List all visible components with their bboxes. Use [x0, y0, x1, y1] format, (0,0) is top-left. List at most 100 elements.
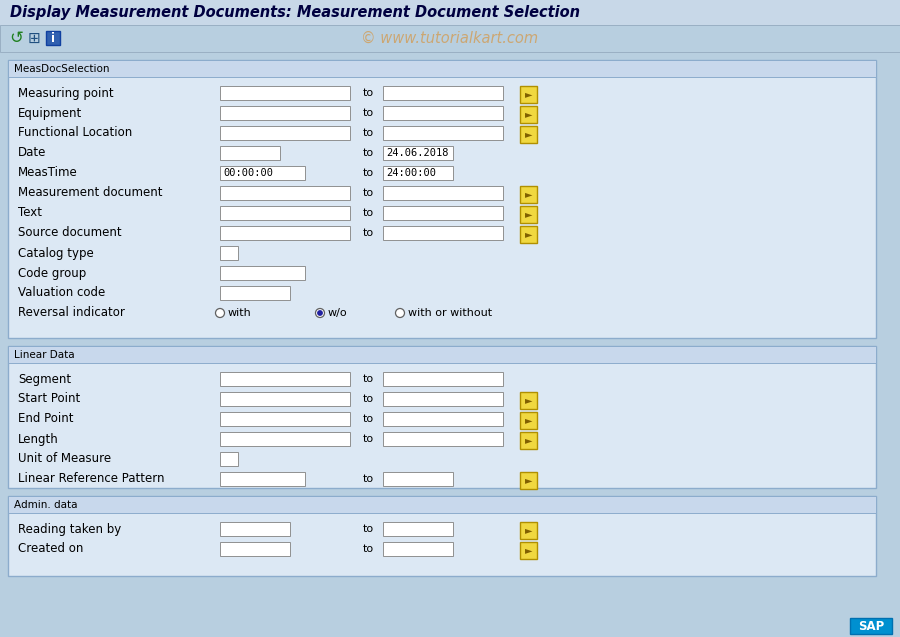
Text: 00:00:00: 00:00:00 [223, 168, 273, 178]
Text: to: to [363, 474, 374, 484]
Text: ►: ► [525, 545, 532, 555]
Text: End Point: End Point [18, 413, 74, 426]
FancyBboxPatch shape [220, 186, 350, 200]
FancyBboxPatch shape [8, 60, 876, 77]
FancyBboxPatch shape [8, 496, 876, 576]
FancyBboxPatch shape [220, 372, 350, 386]
FancyBboxPatch shape [520, 392, 537, 409]
Text: ►: ► [525, 436, 532, 445]
Text: with or without: with or without [408, 308, 492, 318]
Text: to: to [363, 148, 374, 158]
FancyBboxPatch shape [383, 106, 503, 120]
Text: to: to [363, 524, 374, 534]
FancyBboxPatch shape [220, 246, 238, 260]
Text: to: to [363, 168, 374, 178]
Circle shape [395, 308, 404, 317]
FancyBboxPatch shape [520, 226, 537, 243]
FancyBboxPatch shape [383, 412, 503, 426]
Text: to: to [363, 544, 374, 554]
Circle shape [318, 311, 322, 315]
Text: ►: ► [525, 229, 532, 240]
Text: to: to [363, 88, 374, 98]
FancyBboxPatch shape [383, 522, 453, 536]
Text: Reading taken by: Reading taken by [18, 522, 122, 536]
Text: Catalog type: Catalog type [18, 247, 94, 259]
Text: Date: Date [18, 147, 47, 159]
Text: Equipment: Equipment [18, 106, 82, 120]
Text: Linear Data: Linear Data [14, 350, 75, 359]
Text: Unit of Measure: Unit of Measure [18, 452, 111, 466]
Text: Text: Text [18, 206, 42, 220]
FancyBboxPatch shape [383, 186, 503, 200]
FancyBboxPatch shape [8, 496, 876, 513]
FancyBboxPatch shape [220, 166, 305, 180]
Text: Measurement document: Measurement document [18, 187, 163, 199]
FancyBboxPatch shape [220, 266, 305, 280]
FancyBboxPatch shape [220, 286, 290, 300]
Text: to: to [363, 434, 374, 444]
Circle shape [316, 308, 325, 317]
FancyBboxPatch shape [383, 372, 503, 386]
FancyBboxPatch shape [520, 86, 537, 103]
FancyBboxPatch shape [850, 618, 892, 634]
Text: to: to [363, 108, 374, 118]
Text: w/o: w/o [328, 308, 347, 318]
Text: ►: ► [525, 90, 532, 99]
Text: ►: ► [525, 415, 532, 426]
Text: to: to [363, 208, 374, 218]
Text: ►: ► [525, 475, 532, 485]
FancyBboxPatch shape [520, 472, 537, 489]
FancyBboxPatch shape [220, 392, 350, 406]
Text: Measuring point: Measuring point [18, 87, 113, 99]
Text: ►: ► [525, 526, 532, 536]
Text: Source document: Source document [18, 227, 122, 240]
Text: Length: Length [18, 433, 58, 445]
Text: to: to [363, 188, 374, 198]
Text: Linear Reference Pattern: Linear Reference Pattern [18, 473, 165, 485]
Text: to: to [363, 374, 374, 384]
FancyBboxPatch shape [520, 106, 537, 123]
Text: Admin. data: Admin. data [14, 499, 77, 510]
Text: Segment: Segment [18, 373, 71, 385]
FancyBboxPatch shape [0, 0, 900, 25]
Text: to: to [363, 394, 374, 404]
Text: Reversal indicator: Reversal indicator [18, 306, 125, 320]
Text: Created on: Created on [18, 543, 84, 555]
Text: with: with [228, 308, 252, 318]
Text: ►: ► [525, 396, 532, 406]
Text: Functional Location: Functional Location [18, 127, 132, 140]
FancyBboxPatch shape [520, 412, 537, 429]
Text: to: to [363, 414, 374, 424]
FancyBboxPatch shape [46, 31, 60, 45]
Text: ►: ► [525, 110, 532, 120]
FancyBboxPatch shape [220, 126, 350, 140]
FancyBboxPatch shape [383, 86, 503, 100]
FancyBboxPatch shape [8, 60, 876, 338]
Text: i: i [51, 32, 55, 45]
Text: ⊞: ⊞ [28, 31, 40, 46]
FancyBboxPatch shape [220, 472, 305, 486]
Text: 24.06.2018: 24.06.2018 [386, 148, 448, 158]
Text: Start Point: Start Point [18, 392, 80, 406]
Text: ↺: ↺ [9, 29, 22, 48]
FancyBboxPatch shape [520, 432, 537, 449]
Text: ►: ► [525, 129, 532, 140]
Text: ►: ► [525, 210, 532, 220]
Text: © www.tutorialkart.com: © www.tutorialkart.com [362, 31, 538, 46]
FancyBboxPatch shape [520, 206, 537, 223]
FancyBboxPatch shape [383, 126, 503, 140]
FancyBboxPatch shape [220, 542, 290, 556]
FancyBboxPatch shape [520, 186, 537, 203]
FancyBboxPatch shape [520, 126, 537, 143]
FancyBboxPatch shape [520, 522, 537, 539]
Text: Valuation code: Valuation code [18, 287, 105, 299]
FancyBboxPatch shape [0, 25, 900, 52]
FancyBboxPatch shape [383, 226, 503, 240]
FancyBboxPatch shape [383, 206, 503, 220]
FancyBboxPatch shape [8, 346, 876, 488]
Text: to: to [363, 128, 374, 138]
FancyBboxPatch shape [383, 472, 453, 486]
Text: ►: ► [525, 189, 532, 199]
Text: MeasTime: MeasTime [18, 166, 77, 180]
FancyBboxPatch shape [220, 146, 280, 160]
